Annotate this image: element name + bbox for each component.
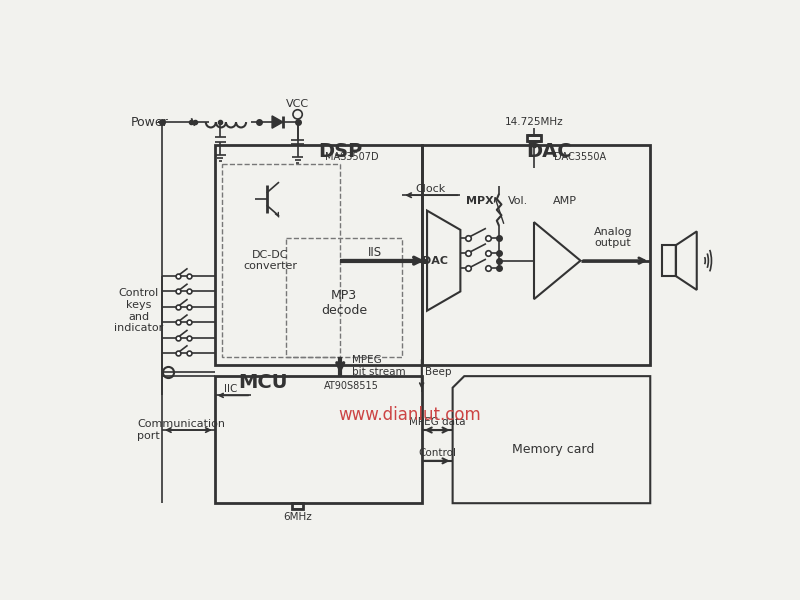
Bar bbox=[222, 164, 340, 357]
Text: MAS3507D: MAS3507D bbox=[326, 152, 379, 161]
Text: Beep: Beep bbox=[426, 367, 452, 377]
Text: MPEG data: MPEG data bbox=[409, 418, 466, 427]
Text: Control
keys
and
indicator: Control keys and indicator bbox=[114, 289, 163, 333]
Text: DAC: DAC bbox=[422, 256, 448, 266]
Text: Clock: Clock bbox=[416, 184, 446, 194]
Polygon shape bbox=[272, 116, 283, 128]
Text: MP3
decode: MP3 decode bbox=[321, 289, 367, 317]
Bar bbox=[527, 135, 541, 141]
Bar bbox=[286, 238, 402, 357]
Bar bbox=[292, 503, 303, 509]
Text: MPX: MPX bbox=[466, 196, 494, 206]
Text: DAC3550A: DAC3550A bbox=[554, 152, 606, 161]
Text: DSP: DSP bbox=[318, 142, 362, 161]
Text: Communication
port: Communication port bbox=[138, 419, 226, 441]
Text: Analog
output: Analog output bbox=[594, 227, 632, 248]
Bar bbox=[214, 145, 422, 365]
Bar bbox=[214, 376, 422, 503]
Text: VCC: VCC bbox=[286, 100, 309, 109]
Text: MCU: MCU bbox=[238, 373, 287, 392]
Text: DAC: DAC bbox=[526, 142, 572, 161]
Text: AMP: AMP bbox=[553, 196, 577, 206]
Text: IIS: IIS bbox=[368, 245, 382, 259]
Text: DC-DC
converter: DC-DC converter bbox=[243, 250, 298, 271]
Text: 6MHz: 6MHz bbox=[283, 512, 312, 522]
Text: 14.725MHz: 14.725MHz bbox=[505, 117, 563, 127]
Text: AT90S8515: AT90S8515 bbox=[324, 381, 379, 391]
Text: Memory card: Memory card bbox=[512, 443, 594, 456]
Text: Power: Power bbox=[131, 116, 169, 128]
Text: IIC: IIC bbox=[224, 384, 238, 394]
Text: Control: Control bbox=[418, 448, 456, 458]
Text: Vol.: Vol. bbox=[508, 196, 529, 206]
Text: MPEG
bit stream: MPEG bit stream bbox=[352, 355, 406, 377]
Bar bbox=[422, 145, 650, 365]
Text: www.dianlut.com: www.dianlut.com bbox=[338, 406, 482, 424]
